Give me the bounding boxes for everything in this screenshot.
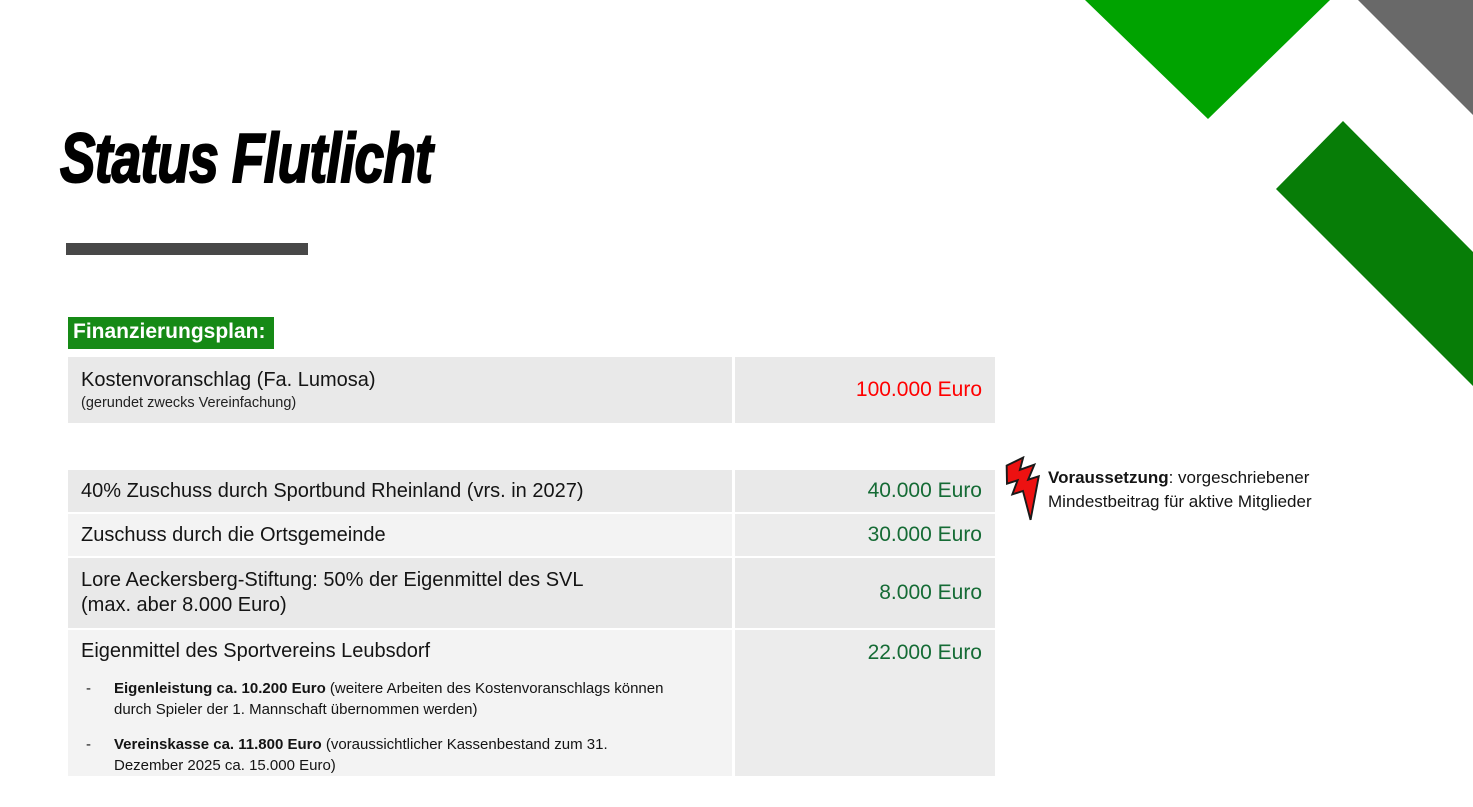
row-label-line2: (max. aber 8.000 Euro) [81, 594, 287, 616]
slide-title: Status Flutlicht [59, 119, 433, 197]
row-value: 22.000 Euro [735, 630, 995, 776]
row-label: Lore Aeckersberg-Stiftung: 50% der Eigen… [81, 569, 584, 591]
green-triangle-shape [1085, 0, 1330, 119]
lightning-bolt-icon [1005, 456, 1040, 521]
bullet-text: Vereinskasse ca. 11.800 Euro (voraussich… [114, 734, 666, 776]
annotation-rest-text: : vorgeschriebener Mindestbeitrag für ak… [1048, 468, 1312, 511]
table-row-stiftung: Lore Aeckersberg-Stiftung: 50% der Eigen… [68, 558, 995, 628]
financing-table: Kostenvoranschlag (Fa. Lumosa) (gerundet… [68, 357, 995, 777]
bullet-bold-text: Eigenleistung ca. 10.200 Euro [114, 680, 326, 697]
row-label: Kostenvoranschlag (Fa. Lumosa) [81, 368, 376, 391]
row-label-cell: 40% Zuschuss durch Sportbund Rheinland (… [68, 470, 732, 512]
title-underline-bar [66, 243, 308, 255]
section-label: Finanzierungsplan: [68, 317, 274, 350]
row-label-cell: Kostenvoranschlag (Fa. Lumosa) (gerundet… [68, 357, 732, 423]
corner-decoration [1085, 0, 1473, 386]
row-value: 30.000 Euro [735, 514, 995, 556]
annotation-text: Voraussetzung: vorgeschriebener Mindestb… [1048, 466, 1343, 514]
row-label: Zuschuss durch die Ortsgemeinde [81, 523, 386, 546]
green-stripe-shape [1276, 121, 1473, 386]
annotation-bold-text: Voraussetzung [1048, 468, 1169, 487]
bullet-text: Eigenleistung ca. 10.200 Euro (weitere A… [114, 678, 666, 720]
row-label: 40% Zuschuss durch Sportbund Rheinland (… [81, 479, 584, 502]
row-sublabel: (gerundet zwecks Vereinfachung) [81, 394, 297, 411]
bullet-rest-text: (voraussichtlicher Kassenbestand zum 31.… [114, 736, 608, 774]
table-row-eigenmittel: Eigenmittel des Sportvereins Leubsdorf -… [68, 630, 995, 776]
row-label: Eigenmittel des Sportvereins Leubsdorf [81, 640, 431, 662]
bullet-rest-text: (weitere Arbeiten des Kostenvoranschlags… [114, 680, 664, 718]
row-value: 8.000 Euro [735, 558, 995, 628]
bullet-dash: - [86, 736, 91, 753]
gray-corner-shape [1358, 0, 1473, 115]
table-row-kostenvoranschlag: Kostenvoranschlag (Fa. Lumosa) (gerundet… [68, 357, 995, 423]
row-value: 40.000 Euro [735, 470, 995, 512]
table-row-ortsgemeinde: Zuschuss durch die Ortsgemeinde 30.000 E… [68, 514, 995, 556]
row-value: 100.000 Euro [735, 357, 995, 423]
table-row-sportbund: 40% Zuschuss durch Sportbund Rheinland (… [68, 470, 995, 512]
bullet-item: - Vereinskasse ca. 11.800 Euro (voraussi… [81, 734, 722, 776]
bullet-item: - Eigenleistung ca. 10.200 Euro (weitere… [81, 678, 722, 720]
row-label-cell: Lore Aeckersberg-Stiftung: 50% der Eigen… [68, 558, 732, 628]
row-label-cell: Eigenmittel des Sportvereins Leubsdorf -… [68, 630, 732, 776]
row-label-cell: Zuschuss durch die Ortsgemeinde [68, 514, 732, 556]
bullet-bold-text: Vereinskasse ca. 11.800 Euro [114, 736, 322, 753]
bullet-dash: - [86, 680, 91, 697]
